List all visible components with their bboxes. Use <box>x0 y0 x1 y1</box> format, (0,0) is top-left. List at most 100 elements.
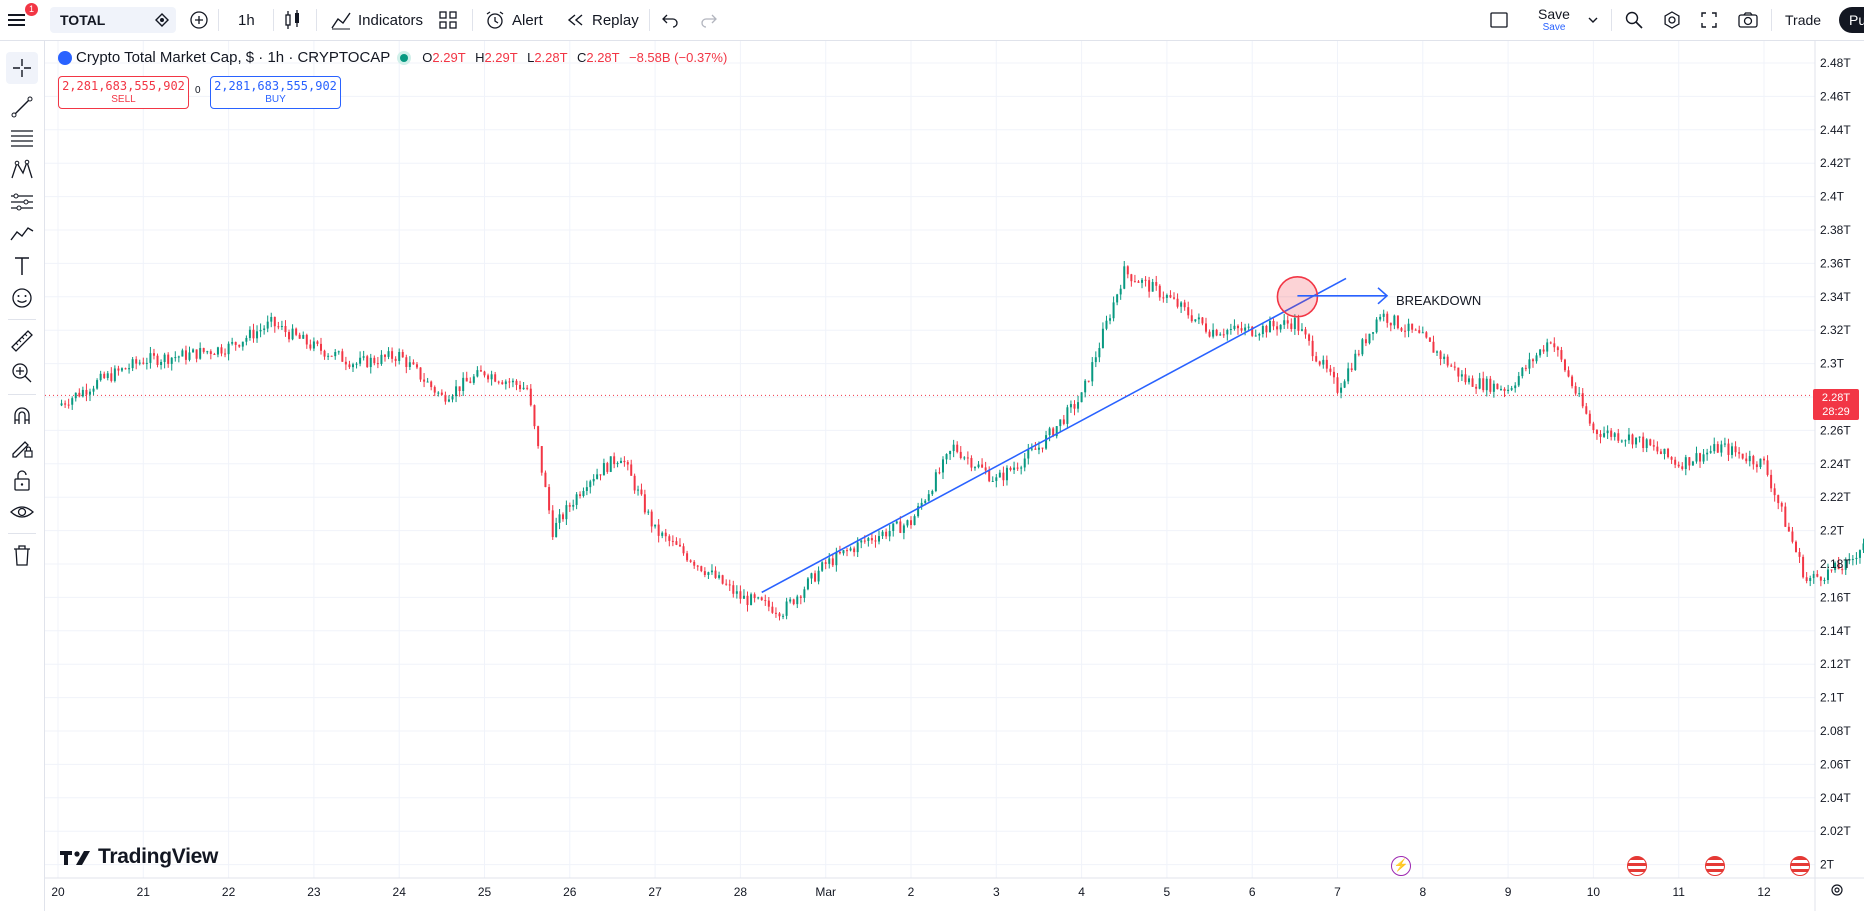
redo-button[interactable] <box>698 0 718 40</box>
candle-body <box>619 460 622 464</box>
y-tick-label: 2.12T <box>1820 657 1851 671</box>
candle-body <box>479 370 482 372</box>
candle-body <box>1268 320 1271 333</box>
candle-body <box>661 532 664 536</box>
publish-button[interactable]: Pu <box>1839 7 1864 33</box>
settings-button[interactable] <box>1662 0 1682 40</box>
replay-button[interactable]: Replay <box>566 0 639 40</box>
snapshot-button[interactable] <box>1737 0 1759 40</box>
y-tick-label: 2.4T <box>1820 190 1845 204</box>
price-axis: 2.48T 2.46T 2.44T 2.42T 2.4T 2.38T 2.36T 2.34T 2… <box>1814 41 1851 911</box>
candle-body <box>1194 319 1197 322</box>
axis-settings-button[interactable] <box>1829 882 1845 903</box>
candle-body <box>1382 313 1385 317</box>
buy-button[interactable]: 2,281,683,555,902 BUY <box>210 76 341 109</box>
legend-title[interactable]: Crypto Total Market Cap, $ · 1h · CRYPTO… <box>76 49 391 66</box>
candle-body <box>895 521 898 524</box>
candle-body <box>1219 334 1222 336</box>
candle-body <box>764 600 767 602</box>
pattern-tool[interactable] <box>6 154 38 186</box>
candle-body <box>369 357 372 368</box>
y-tick-label: 2.16T <box>1820 590 1851 604</box>
candle-body <box>867 538 870 541</box>
candle-body <box>508 381 511 383</box>
text-tool[interactable] <box>6 250 38 282</box>
y-tick-label: 2.34T <box>1820 290 1851 304</box>
market-status-icon[interactable] <box>400 53 409 62</box>
candle-body <box>678 544 681 547</box>
trend-line-tool[interactable] <box>6 91 38 123</box>
candle-body <box>1173 297 1176 299</box>
candle-body <box>1517 376 1520 386</box>
measure-tool[interactable] <box>6 325 38 357</box>
emoji-tool[interactable] <box>6 282 38 314</box>
candle-body <box>511 380 514 383</box>
lock-drawings-tool[interactable] <box>6 464 38 496</box>
candle-body <box>959 451 962 458</box>
fullscreen-button[interactable] <box>1700 0 1718 40</box>
symbol-search[interactable]: TOTAL <box>50 7 176 33</box>
candle-body <box>1144 279 1147 281</box>
breakdown-label[interactable]: BREAKDOWN <box>1396 293 1482 308</box>
candle-body <box>437 392 440 394</box>
buy-price: 2,281,683,555,902 <box>214 79 337 93</box>
undo-button[interactable] <box>661 0 681 40</box>
candle-body <box>963 457 966 459</box>
hide-drawings-tool[interactable] <box>6 496 38 528</box>
layouts-button[interactable] <box>438 0 458 40</box>
candle-body <box>592 478 595 482</box>
us-flag-event-icon[interactable] <box>1627 856 1647 876</box>
crosshair-tool[interactable] <box>6 52 38 84</box>
magnet-tool[interactable] <box>6 400 38 432</box>
candle-body <box>630 464 633 476</box>
save-dropdown[interactable] <box>1586 0 1600 40</box>
compare-icon[interactable] <box>154 12 170 28</box>
menu-button[interactable] <box>6 0 28 40</box>
sell-button[interactable]: 2,281,683,555,902 SELL <box>58 76 189 109</box>
candle-body <box>184 350 187 360</box>
eye-icon <box>10 506 34 518</box>
tradingview-watermark[interactable]: TradingView <box>60 845 218 869</box>
candle-body <box>1482 378 1485 391</box>
brush-tool[interactable] <box>6 218 38 250</box>
candle-body <box>1037 447 1040 450</box>
candle-body <box>1574 386 1577 394</box>
lightning-event-icon[interactable]: ⚡ <box>1391 856 1411 876</box>
candle-body <box>206 351 209 353</box>
candle-body <box>1137 281 1140 283</box>
x-tick-label: 21 <box>137 885 151 899</box>
save-button[interactable]: Save Save <box>1534 6 1574 34</box>
candle-body <box>430 381 433 388</box>
us-flag-event-icon[interactable] <box>1790 856 1810 876</box>
candle-body <box>941 459 944 473</box>
buy-label: BUY <box>265 94 286 105</box>
keep-drawing-tool[interactable] <box>6 432 38 464</box>
x-tick-label: 11 <box>1672 885 1685 899</box>
layout-selector[interactable] <box>1489 0 1509 40</box>
us-flag-event-icon[interactable] <box>1705 856 1725 876</box>
candle-body <box>408 362 411 367</box>
chart-type-button[interactable] <box>284 0 302 40</box>
candle-body <box>572 504 575 507</box>
candle-body <box>1794 541 1797 553</box>
zoom-tool[interactable] <box>6 357 38 389</box>
candle-body <box>1183 302 1186 308</box>
trade-button[interactable]: Trade <box>1785 12 1822 28</box>
candle-body <box>1439 351 1442 360</box>
candle-body <box>1542 349 1545 352</box>
quick-search-button[interactable] <box>1624 0 1644 40</box>
add-symbol-button[interactable] <box>189 0 209 40</box>
candle-body <box>405 357 408 367</box>
fib-tool[interactable] <box>6 122 38 154</box>
candle-body <box>71 398 74 405</box>
candle-body <box>1588 413 1591 424</box>
candle-body <box>415 364 418 368</box>
candle-body <box>160 361 163 365</box>
candle-body <box>1436 351 1439 353</box>
interval-button[interactable]: 1h <box>238 11 255 29</box>
prediction-tool[interactable] <box>6 186 38 218</box>
indicators-button[interactable]: Indicators <box>330 0 423 40</box>
alert-button[interactable]: Alert <box>484 0 543 40</box>
remove-drawings-tool[interactable] <box>6 539 38 571</box>
